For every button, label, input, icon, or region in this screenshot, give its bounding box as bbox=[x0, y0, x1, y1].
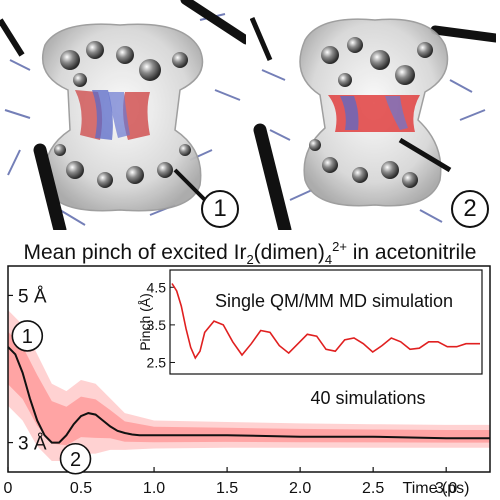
state-marker-label: 2 bbox=[70, 449, 81, 471]
simulations-annotation: 40 simulations bbox=[310, 388, 425, 408]
state-marker-circle bbox=[11, 320, 44, 352]
title-sup: 2+ bbox=[332, 239, 347, 254]
mean-pinch-line bbox=[7, 346, 490, 444]
band-layer bbox=[8, 310, 490, 461]
simulation-core-band bbox=[8, 331, 490, 446]
simulation-spread-band bbox=[8, 310, 490, 461]
title-sub2: 4 bbox=[324, 252, 333, 268]
snapshot-panel-1: 1 bbox=[0, 0, 246, 230]
figure-title: Mean pinch of excited Ir2(dimen)42+ in a… bbox=[0, 232, 500, 267]
molecule-render-2 bbox=[250, 17, 496, 230]
title-suffix: in acetonitrile bbox=[346, 241, 477, 264]
inset-y-tick-label: 3.5 bbox=[147, 317, 167, 333]
molecule-render-1 bbox=[0, 0, 246, 230]
state-marker-circle bbox=[59, 442, 92, 475]
x-tick-label: 2.0 bbox=[289, 480, 311, 497]
tick-layer: 0 0.5 1.0 1.5 2.0 2.5 3.0 5 Å 3 Å bbox=[4, 286, 458, 497]
y-tick-label: 5 Å bbox=[18, 286, 47, 307]
inset-ticks: 4.5 3.5 2.5 bbox=[147, 279, 175, 370]
title-middle: (dimen) bbox=[253, 241, 325, 264]
snapshot-panel-2: 2 bbox=[250, 0, 496, 230]
x-tick-label: 1.5 bbox=[216, 480, 238, 497]
inset-y-label: Pinch (Å) bbox=[137, 293, 153, 351]
title-sub: 2 bbox=[246, 252, 254, 268]
pinch-chart: 0 0.5 1.0 1.5 2.0 2.5 3.05 Å3 Å 12 40 simulati… bbox=[4, 265, 491, 497]
single-simulation-line bbox=[171, 283, 480, 360]
snapshot-label-2: 2 bbox=[451, 190, 489, 228]
panel-separator bbox=[246, 0, 250, 230]
inset-title: Single QM/MM MD simulation bbox=[215, 291, 453, 311]
inset-frame bbox=[169, 269, 483, 375]
x-tick-label: 2.5 bbox=[362, 480, 384, 497]
x-tick-label: 1.0 bbox=[143, 480, 165, 497]
x-axis-label: Time (ps) bbox=[403, 480, 470, 497]
x-tick-label: 3.0 bbox=[435, 480, 457, 497]
x-tick-label: 0 bbox=[4, 480, 13, 497]
state-marker-label: 1 bbox=[22, 326, 33, 348]
x-tick-label: 0.5 bbox=[70, 480, 92, 497]
marker-layer: 12 bbox=[11, 320, 92, 475]
inset-chart: Single QM/MM MD simulation Pinch (Å) 4.5… bbox=[137, 269, 483, 375]
inset-y-tick-label: 4.5 bbox=[147, 279, 167, 295]
snapshot-label-1: 1 bbox=[201, 190, 239, 228]
plot-frame bbox=[7, 265, 491, 473]
y-tick-label: 3 Å bbox=[18, 434, 47, 455]
inset-y-tick-label: 2.5 bbox=[147, 354, 167, 370]
title-prefix: Mean pinch of excited Ir bbox=[23, 241, 247, 264]
